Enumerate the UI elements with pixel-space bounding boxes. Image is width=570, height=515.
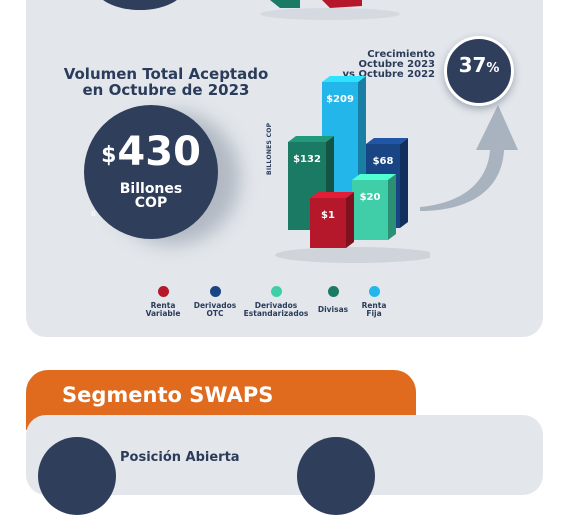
partial-shadow-top [260,8,400,20]
bar-side [346,192,354,248]
swaps-title: Segmento SWAPS [62,383,274,407]
growth-caption: Crecimiento Octubre 2023 vs Octubre 2022 [340,50,435,80]
growth-line1: Crecimiento [367,49,435,60]
growth-circle [444,36,514,106]
legend-item-renta-fija: Renta Fija [339,286,409,318]
chart-legend: Renta Variable Derivados OTC Derivados Esta… [140,286,400,326]
legend-label: Renta [150,301,176,310]
summary-title-line1: Volumen Total Aceptado [63,65,269,83]
legend-item-derivados-estandarizados: Derivados Estandarizados [241,286,311,318]
legend-item-derivados-otc: Derivados OTC [180,286,250,318]
bar-derivados-estandarizados: $20 [352,174,396,240]
bar-value-label: $209 [326,94,354,105]
growth-arrow-icon [420,105,518,211]
bar-front [310,198,346,248]
unit-line2: COP [134,195,168,211]
total-volume-amount: $430 [84,130,218,178]
bar-value-label: $132 [293,154,321,165]
bar-front [352,180,388,240]
legend-dot [327,286,339,297]
growth-line3: vs Octubre 2022 [342,69,435,80]
partial-bar-top-green [270,0,300,8]
legend-label: Renta [361,301,387,310]
legend-label: Variable [145,309,181,318]
bar-top [352,174,396,180]
growth-line2: Octubre 2023 [358,59,435,70]
legend-item-divisas: Divisas [298,286,368,314]
bar-value-label: $20 [360,192,381,203]
bar-top [322,76,366,82]
currency-symbol: $ [101,143,117,168]
total-volume-circle [84,105,218,239]
bar-renta-variable: $1 [310,192,354,248]
swaps-circle-1 [38,437,116,515]
legend-dot [368,286,380,297]
bar-top [288,136,334,142]
partial-bar-top-red [322,0,362,8]
bar-value-label: $68 [373,156,394,167]
legend-label: OTC [206,309,224,318]
legend-label: Derivados [254,301,298,310]
total-volume-unit: Billones COP [84,182,218,210]
legend-label: Derivados [193,301,237,310]
legend-item-renta-variable: Renta Variable [128,286,198,318]
summary-title: Volumen Total Aceptado en Octubre de 202… [50,66,282,98]
partial-circle-top [103,0,177,10]
swaps-position-label: Posición Abierta [120,450,240,465]
volume-bar-chart: $209 $68 $132 $20 $1 [275,76,430,263]
legend-dot [157,286,169,297]
tiny-mark: B [91,210,96,218]
bar-side [400,138,408,228]
bar-top [366,138,408,144]
summary-title-line2: en Octubre de 2023 [82,81,250,99]
legend-label: Fija [366,309,382,318]
growth-suffix: % [486,61,500,76]
legend-dot [270,286,282,297]
legend-label: Divisas [317,305,349,314]
legend-label: Estandarizados [243,309,309,318]
top-decorations [103,0,400,20]
growth-percent: 37% [444,52,514,82]
bar-top [310,192,354,198]
bar-value-label: $1 [321,210,335,221]
unit-line1: Billones [119,181,183,197]
chart-floor-shadow [275,247,430,263]
bar-side [388,174,396,240]
legend-dot [209,286,221,297]
growth-value: 37 [458,53,487,77]
amount-value: 430 [117,129,201,175]
swaps-circle-2 [297,437,375,515]
